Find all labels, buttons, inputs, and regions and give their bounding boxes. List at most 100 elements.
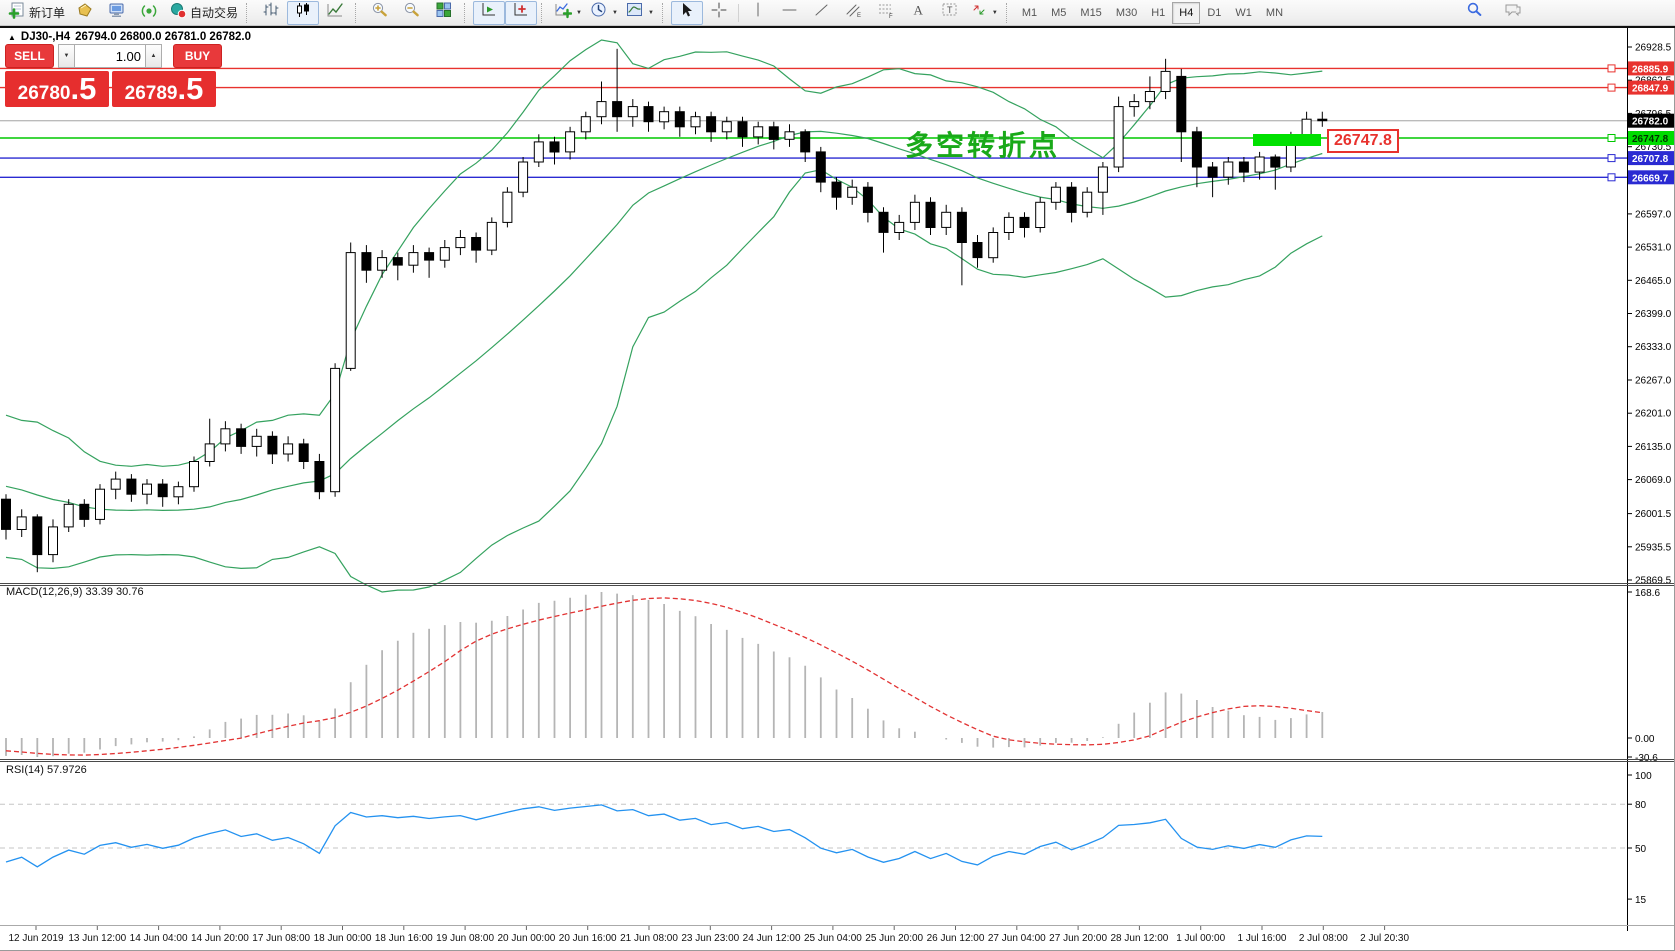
crosshair-tool-button[interactable] xyxy=(703,1,735,25)
fibonacci-tool[interactable]: F xyxy=(870,1,902,25)
price-tag xyxy=(1628,151,1674,166)
indicators-dropdown[interactable]: ▼ xyxy=(550,1,586,25)
periods-dropdown[interactable]: ▼ xyxy=(586,1,622,25)
svg-text:26847.9: 26847.9 xyxy=(1632,84,1669,95)
vertical-line-tool[interactable] xyxy=(742,1,774,25)
svg-text:26669.7: 26669.7 xyxy=(1632,173,1669,184)
periods-clock-icon xyxy=(590,1,608,24)
toolbar-gripper xyxy=(464,2,469,23)
autotrading-button[interactable]: 自动交易 xyxy=(165,1,242,25)
fibonacci-icon: F xyxy=(877,1,895,24)
timeframe-h1[interactable]: H1 xyxy=(1151,6,1166,19)
time-axis-label: 20 Jun 00:00 xyxy=(497,933,555,944)
templates-icon xyxy=(626,1,644,24)
horizontal-line-icon xyxy=(781,1,799,24)
price-callout-label[interactable]: 26747.8 xyxy=(1327,129,1399,153)
time-axis-label: 23 Jun 23:00 xyxy=(681,933,739,944)
search-icon xyxy=(1466,1,1484,24)
signals-button[interactable] xyxy=(133,1,165,25)
candlestick-mode-button[interactable] xyxy=(287,0,320,25)
buy-price-int: 26789 xyxy=(124,83,178,104)
buy-price-box[interactable]: 26789 .5 xyxy=(112,71,216,107)
svg-text:26885.9: 26885.9 xyxy=(1632,64,1669,75)
timeframe-m1[interactable]: M1 xyxy=(1021,6,1038,19)
chat-button[interactable] xyxy=(1497,1,1529,25)
text-label-tool[interactable]: T xyxy=(934,1,966,25)
svg-text:26707.8: 26707.8 xyxy=(1632,154,1669,165)
line-handle[interactable] xyxy=(1607,83,1616,92)
terminal-button[interactable] xyxy=(101,1,133,25)
time-axis-label: 18 Jun 00:00 xyxy=(314,933,372,944)
sell-button[interactable]: SELL xyxy=(5,44,54,68)
horizontal-lines[interactable] xyxy=(0,64,1627,182)
chart-background[interactable] xyxy=(0,28,1675,951)
timeframe-h4[interactable]: H4 xyxy=(1172,1,1201,24)
sell-price-box[interactable]: 26780 .5 xyxy=(5,71,109,107)
text-tool[interactable]: A xyxy=(902,1,934,25)
templates-dropdown[interactable]: ▼ xyxy=(622,1,658,25)
timeframe-m15[interactable]: M15 xyxy=(1080,6,1102,19)
price-axis-tick: 26465.0 xyxy=(1635,276,1672,287)
macd-histogram xyxy=(5,592,1324,757)
time-axis-label: 27 Jun 20:00 xyxy=(1049,933,1107,944)
svg-text:T: T xyxy=(947,5,953,15)
line-handle[interactable] xyxy=(1607,154,1616,163)
zoom-out-button[interactable] xyxy=(396,1,428,25)
toolbar-separator xyxy=(737,3,739,22)
time-axis-label: 27 Jun 04:00 xyxy=(988,933,1046,944)
trendline-tool[interactable] xyxy=(806,1,838,25)
gold-button[interactable] xyxy=(69,1,101,25)
line-handle[interactable] xyxy=(1607,173,1616,182)
time-axis[interactable]: 12 Jun 2019 13 Jun 12:00 14 Jun 04:00 14 Ju… xyxy=(8,926,1409,944)
chart-shift-button[interactable] xyxy=(505,0,538,25)
cursor-tool-button[interactable] xyxy=(670,0,703,25)
price-tag xyxy=(1628,131,1674,145)
trendline-icon xyxy=(813,1,831,24)
time-axis-label: 24 Jun 12:00 xyxy=(743,933,801,944)
timeframe-w1[interactable]: W1 xyxy=(1235,6,1252,19)
tile-windows-icon xyxy=(435,1,453,24)
bar-chart-mode-button[interactable] xyxy=(255,1,287,25)
line-handle[interactable] xyxy=(1607,64,1616,73)
arrows-dropdown[interactable]: ▼ xyxy=(966,1,1002,25)
line-chart-icon xyxy=(326,1,344,24)
line-chart-mode-button[interactable] xyxy=(319,1,351,25)
volume-up-button[interactable]: ▲ xyxy=(145,44,162,68)
price-tag xyxy=(1628,80,1674,95)
bar-chart-icon xyxy=(262,1,280,24)
pane-separators[interactable] xyxy=(0,583,1675,926)
sell-price-int: 26780 xyxy=(17,83,71,104)
gold-icon xyxy=(76,1,94,24)
price-tag xyxy=(1628,113,1674,128)
price-axis-tick: 26597.0 xyxy=(1635,209,1672,220)
candlesticks xyxy=(1,48,1328,573)
timeframe-d1[interactable]: D1 xyxy=(1207,6,1222,19)
chart-annotation-text[interactable]: 多空转折点 xyxy=(905,130,1061,161)
line-handle[interactable] xyxy=(1607,134,1616,142)
tile-windows-button[interactable] xyxy=(428,1,460,25)
timeframe-mn[interactable]: MN xyxy=(1265,6,1284,19)
price-tags: 26885.9 26847.9 26782.0 26747.8 26707.8 26669… xyxy=(1628,61,1674,185)
auto-scroll-button[interactable] xyxy=(473,0,506,25)
macd-signal-line xyxy=(5,597,1323,756)
collapse-panel-icon[interactable]: ▲ xyxy=(8,32,16,42)
autotrading-icon xyxy=(169,1,187,24)
horizont al-line-tool[interactable] xyxy=(774,1,806,25)
volume-input[interactable] xyxy=(75,44,145,68)
new-order-button[interactable]: 新订单 xyxy=(4,1,69,25)
timeframe-m30[interactable]: M30 xyxy=(1115,6,1138,19)
zoom-in-button[interactable] xyxy=(364,1,396,25)
volume-down-button[interactable]: ▼ xyxy=(58,44,75,68)
price-axis-tick: 26928.5 xyxy=(1635,43,1672,54)
highlight-zone[interactable] xyxy=(1253,134,1321,146)
buy-button[interactable]: BUY xyxy=(173,44,222,68)
equidistant-channel-tool[interactable]: E xyxy=(838,1,870,25)
search-button[interactable] xyxy=(1459,1,1491,25)
channel-icon: E xyxy=(845,1,863,24)
timeframe-m5[interactable]: M5 xyxy=(1051,6,1067,19)
chart-title: ▲ DJ30-,H4 26794.0 26800.0 26781.0 26782… xyxy=(8,31,251,43)
price-axis-tick: 26531.0 xyxy=(1635,243,1672,254)
dropdown-caret: ▼ xyxy=(576,9,582,16)
macd-axis-tick: -30.6 xyxy=(1635,753,1658,764)
